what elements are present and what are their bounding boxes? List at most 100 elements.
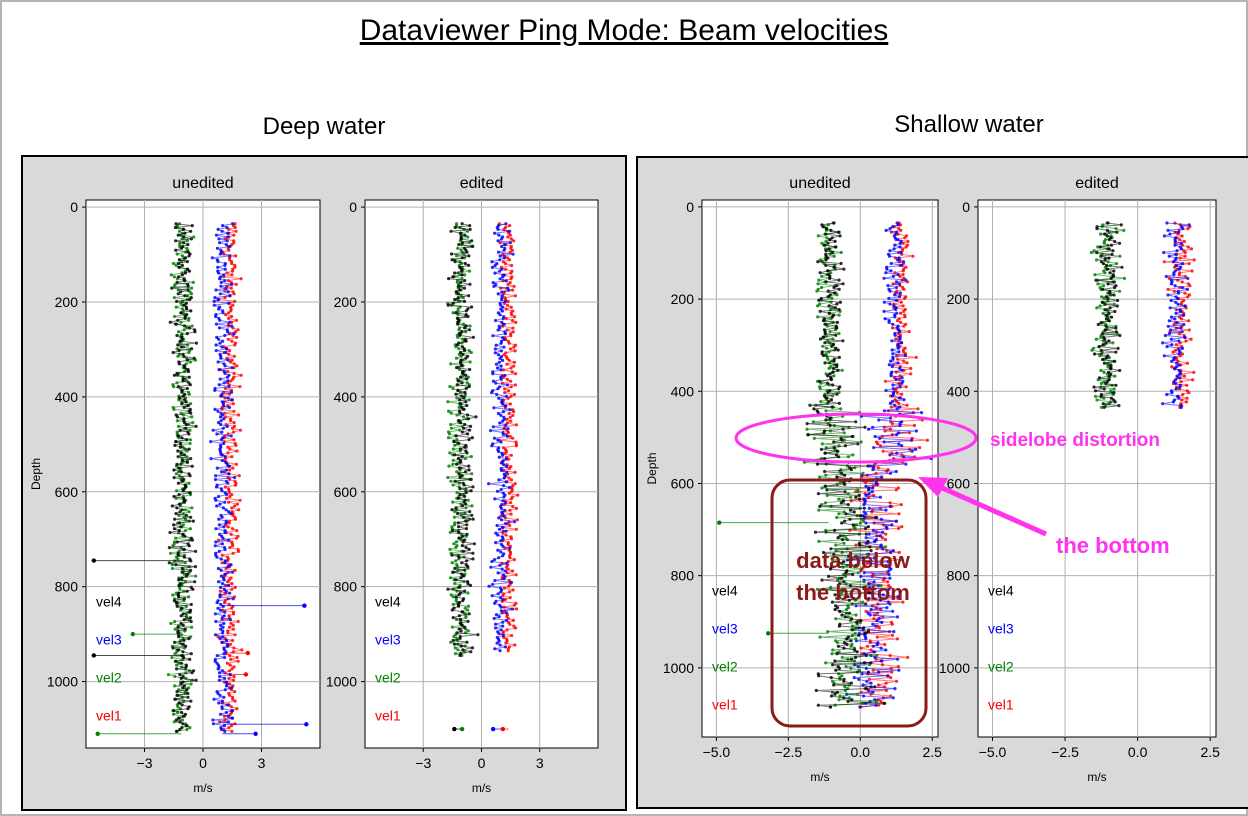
data-point-vel1 <box>237 549 241 554</box>
data-point-vel2 <box>811 420 816 424</box>
data-point-vel4 <box>1114 326 1118 330</box>
data-point-vel4 <box>822 431 826 435</box>
data-point-vel4 <box>1101 287 1105 291</box>
data-point-vel1 <box>869 648 873 652</box>
data-point-vel4 <box>835 652 839 656</box>
data-point-vel1 <box>516 493 520 497</box>
data-point-vel3 <box>231 570 235 574</box>
data-point-vel4 <box>185 267 190 271</box>
data-point-vel4 <box>176 233 180 237</box>
data-point-vel3 <box>227 510 231 514</box>
data-point-vel4 <box>463 494 467 498</box>
data-point-vel1 <box>235 502 240 506</box>
data-point-vel4 <box>1112 280 1116 284</box>
data-point-vel1 <box>233 517 238 521</box>
data-point-vel1 <box>1181 392 1185 397</box>
subplot-title: unedited <box>172 175 233 192</box>
data-point-vel3 <box>1186 276 1190 280</box>
data-point-vel3 <box>893 315 897 319</box>
data-point-vel4 <box>866 539 870 544</box>
data-point-vel4 <box>849 468 854 472</box>
data-point-vel4 <box>464 519 468 523</box>
data-point-vel4 <box>460 394 464 398</box>
data-point-vel3 <box>893 687 897 691</box>
data-point-vel3 <box>882 276 886 280</box>
data-point-vel3 <box>1161 402 1165 406</box>
data-point-vel2 <box>456 246 460 250</box>
data-point-vel3 <box>225 225 229 230</box>
data-point-vel1 <box>1186 295 1190 299</box>
data-point-vel2 <box>466 235 470 239</box>
data-point-vel1 <box>1190 269 1194 273</box>
data-point-vel3 <box>871 622 875 626</box>
data-point-vel1 <box>1178 238 1182 242</box>
data-point-vel4 <box>837 278 841 282</box>
data-point-vel3 <box>864 493 868 497</box>
data-point-vel3 <box>498 649 502 653</box>
data-point-vel3 <box>1183 335 1187 339</box>
data-point-vel4 <box>832 265 836 269</box>
data-point-vel3 <box>879 646 883 650</box>
data-point-vel3 <box>1185 287 1189 291</box>
data-point-vel1 <box>233 343 237 347</box>
data-point-vel1 <box>878 444 883 448</box>
data-point-vel4 <box>172 476 176 480</box>
data-point-vel3 <box>490 594 494 598</box>
data-point-vel4 <box>1106 370 1111 374</box>
data-point-vel2 <box>831 648 835 652</box>
data-point-vel4 <box>174 222 178 226</box>
data-point-vel3 <box>1178 376 1182 380</box>
data-point-vel4 <box>844 512 848 516</box>
data-point-vel3 <box>498 269 502 273</box>
data-point-vel2 <box>456 335 460 339</box>
data-point-vel2 <box>452 634 456 639</box>
data-point-vel1 <box>231 551 235 555</box>
sidelobe-label: sidelobe distortion <box>990 430 1160 451</box>
data-point-vel1 <box>507 358 511 362</box>
data-point-vel2 <box>457 405 461 409</box>
data-point-vel1 <box>884 538 888 542</box>
data-point-vel2 <box>176 330 181 334</box>
data-point-vel4 <box>460 330 464 334</box>
data-point-vel3 <box>499 377 503 381</box>
data-point-vel4 <box>188 616 193 620</box>
y-tick-label: 400 <box>947 383 971 399</box>
data-point-vel1 <box>509 478 514 482</box>
data-point-vel4 <box>456 388 460 392</box>
data-point-vel4 <box>468 224 472 228</box>
data-point-vel3 <box>1162 354 1166 358</box>
data-point-vel3 <box>1163 333 1167 338</box>
data-point-vel3 <box>894 280 899 284</box>
data-point-vel1 <box>905 361 909 365</box>
data-point-vel3 <box>1177 339 1181 343</box>
data-point-vel3 <box>877 617 881 621</box>
data-point-vel1 <box>511 330 515 334</box>
data-point-vel4 <box>457 627 461 631</box>
data-point-vel4 <box>1110 315 1114 319</box>
data-point-vel4 <box>835 320 840 324</box>
data-point-vel4 <box>176 385 180 389</box>
data-point-vel4 <box>458 653 462 658</box>
y-tick-label: 0 <box>349 199 357 215</box>
data-point-vel3 <box>1173 284 1177 288</box>
data-point-vel4 <box>846 503 850 507</box>
data-point-vel3 <box>891 274 896 278</box>
x-axis-label: m/s <box>193 781 212 795</box>
data-point-vel2 <box>174 489 179 493</box>
data-point-vel3 <box>495 523 499 528</box>
data-point-vel2 <box>835 515 839 520</box>
data-point-vel4 <box>173 697 177 701</box>
data-point-vel4 <box>849 639 853 643</box>
data-point-vel3 <box>898 337 902 341</box>
data-point-vel3 <box>218 502 222 506</box>
data-point-vel4 <box>834 604 838 608</box>
data-point-vel4 <box>182 453 187 457</box>
data-point-vel2 <box>1099 381 1103 386</box>
data-point-vel2 <box>815 289 819 293</box>
data-point-vel4 <box>463 568 467 572</box>
data-point-vel4 <box>866 464 870 468</box>
data-point-vel4 <box>459 421 463 425</box>
data-point-vel1 <box>231 527 235 531</box>
data-point-vel3 <box>1173 381 1177 386</box>
data-point-vel4 <box>457 472 461 476</box>
